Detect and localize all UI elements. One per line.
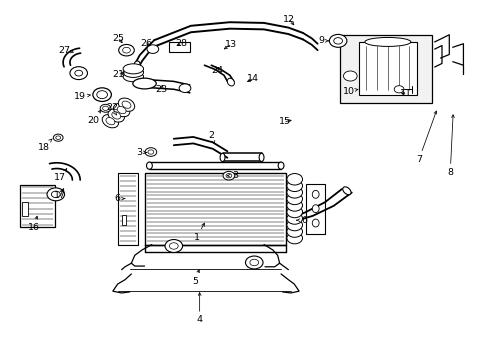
Circle shape — [329, 35, 346, 47]
Bar — [144, 173, 285, 244]
Text: 21: 21 — [112, 70, 124, 79]
Circle shape — [169, 243, 178, 249]
Ellipse shape — [312, 219, 319, 227]
Ellipse shape — [122, 101, 131, 108]
Circle shape — [286, 206, 302, 218]
Ellipse shape — [227, 78, 234, 86]
Text: 17: 17 — [54, 168, 67, 182]
Circle shape — [286, 180, 302, 192]
Text: 22: 22 — [106, 103, 118, 115]
Ellipse shape — [133, 78, 156, 89]
Ellipse shape — [123, 72, 143, 82]
Circle shape — [286, 213, 302, 224]
Ellipse shape — [56, 136, 61, 139]
Ellipse shape — [100, 104, 111, 112]
Text: 5: 5 — [192, 270, 199, 285]
Circle shape — [75, 70, 82, 76]
Ellipse shape — [97, 91, 107, 99]
Text: 28: 28 — [175, 39, 187, 48]
Circle shape — [286, 200, 302, 211]
Ellipse shape — [102, 114, 119, 128]
Circle shape — [145, 148, 157, 156]
Ellipse shape — [364, 37, 410, 46]
Bar — [118, 173, 138, 244]
Text: 16: 16 — [28, 216, 40, 232]
Circle shape — [249, 259, 258, 266]
Circle shape — [286, 219, 302, 231]
Text: 1: 1 — [193, 223, 204, 242]
Bar — [358, 42, 416, 95]
Text: 7: 7 — [415, 111, 436, 164]
Text: 14: 14 — [247, 75, 259, 84]
Circle shape — [286, 193, 302, 204]
Circle shape — [286, 232, 302, 244]
Ellipse shape — [312, 205, 319, 213]
Circle shape — [286, 174, 302, 185]
Bar — [20, 185, 55, 226]
Text: 26: 26 — [140, 39, 152, 48]
Ellipse shape — [108, 109, 124, 122]
Bar — [122, 215, 126, 225]
Text: 24: 24 — [211, 66, 223, 75]
Text: 4: 4 — [196, 293, 202, 324]
Circle shape — [286, 226, 302, 237]
Text: 19: 19 — [74, 92, 90, 101]
Ellipse shape — [342, 187, 350, 195]
Text: 17: 17 — [54, 191, 66, 200]
Text: 6: 6 — [115, 194, 124, 203]
Ellipse shape — [117, 107, 126, 114]
Text: 13: 13 — [224, 40, 236, 49]
Ellipse shape — [220, 153, 224, 162]
Bar — [168, 42, 190, 51]
Ellipse shape — [312, 190, 319, 198]
Text: 9: 9 — [318, 36, 328, 45]
Ellipse shape — [53, 134, 63, 141]
Text: 23: 23 — [155, 85, 167, 94]
Ellipse shape — [278, 162, 284, 169]
Text: 8: 8 — [447, 115, 453, 177]
Ellipse shape — [93, 88, 111, 102]
Text: 15: 15 — [278, 117, 290, 126]
Text: 27: 27 — [58, 46, 73, 55]
Text: 3: 3 — [227, 171, 238, 180]
Circle shape — [119, 44, 134, 56]
Circle shape — [333, 38, 342, 44]
Text: 18: 18 — [38, 139, 52, 152]
Circle shape — [164, 239, 182, 252]
Circle shape — [47, 188, 64, 201]
Ellipse shape — [106, 118, 115, 125]
Text: 20: 20 — [87, 110, 101, 125]
Circle shape — [225, 174, 231, 178]
Ellipse shape — [259, 153, 264, 162]
Ellipse shape — [113, 103, 129, 117]
Circle shape — [147, 45, 158, 53]
Circle shape — [286, 186, 302, 198]
Ellipse shape — [134, 61, 140, 68]
Circle shape — [148, 150, 154, 154]
Text: 10: 10 — [342, 86, 357, 95]
Circle shape — [179, 84, 190, 93]
Text: 2: 2 — [208, 131, 214, 144]
Circle shape — [51, 191, 60, 198]
Circle shape — [122, 47, 130, 53]
Circle shape — [393, 86, 403, 93]
Bar — [22, 202, 28, 216]
Text: 3: 3 — [136, 148, 146, 157]
Ellipse shape — [123, 67, 143, 77]
Text: 25: 25 — [112, 34, 124, 43]
Text: 11: 11 — [400, 89, 411, 98]
Bar — [339, 35, 431, 103]
Ellipse shape — [112, 112, 121, 119]
Circle shape — [245, 256, 263, 269]
Ellipse shape — [118, 98, 134, 111]
Circle shape — [223, 171, 234, 180]
Text: 6: 6 — [296, 216, 306, 225]
Ellipse shape — [146, 162, 152, 169]
Text: 12: 12 — [283, 15, 295, 25]
Ellipse shape — [102, 106, 108, 111]
Bar — [306, 184, 325, 234]
Circle shape — [70, 67, 87, 80]
Circle shape — [343, 71, 356, 81]
Ellipse shape — [123, 64, 143, 74]
